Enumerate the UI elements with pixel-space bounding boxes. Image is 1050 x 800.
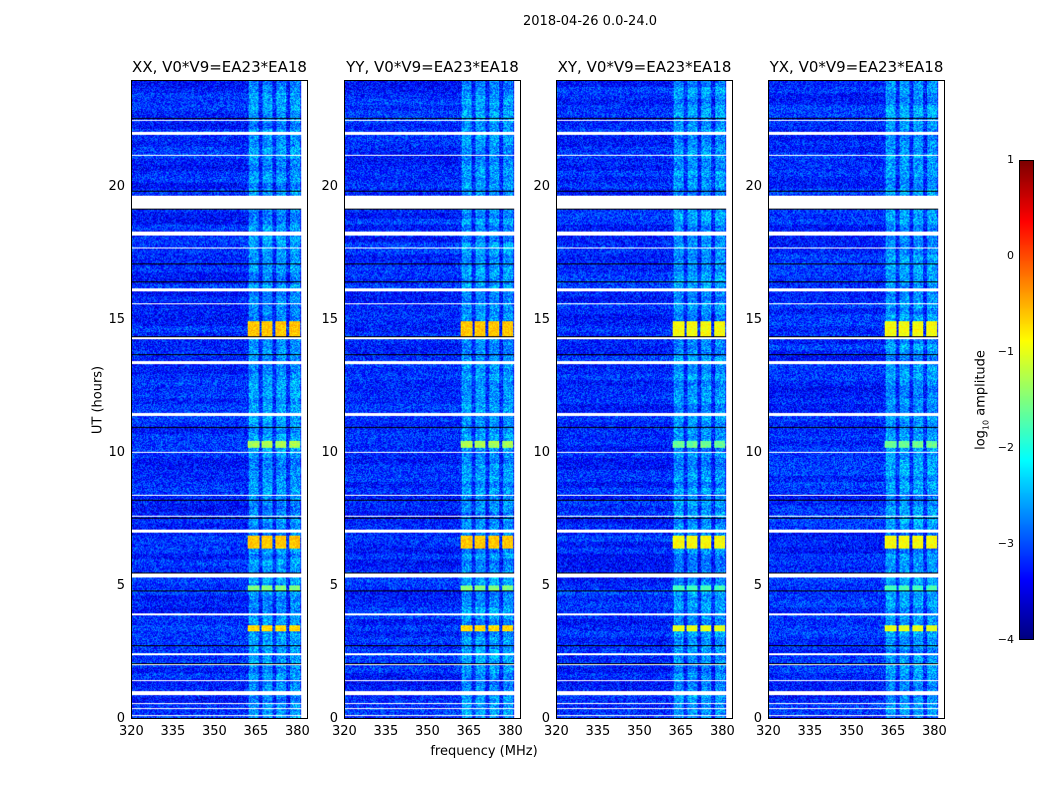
y-tick-label: 5 (116, 577, 125, 593)
panel-title: XX, V0*V9=EA23*EA18 (132, 58, 307, 76)
spectrogram-image (557, 81, 732, 718)
x-tick-label: 350 (201, 724, 227, 739)
colorbar-tick-label: −4 (997, 633, 1014, 646)
x-tick-label: 350 (626, 724, 652, 739)
x-tick-label: 365 (456, 724, 482, 739)
y-tick-label: 20 (108, 178, 125, 194)
colorbar-tick-label: −3 (997, 537, 1014, 550)
x-tick-label: 350 (838, 724, 864, 739)
x-tick-label: 335 (160, 724, 186, 739)
figure-title: 2018-04-26 0.0-24.0 (523, 14, 657, 29)
y-tick-label: 15 (745, 311, 762, 327)
y-tick-label: 5 (329, 577, 338, 593)
spectrogram-image (132, 81, 307, 718)
x-tick-label: 335 (585, 724, 611, 739)
spectrogram-panel (344, 80, 521, 719)
colorbar-label: log10 amplitude (973, 350, 991, 450)
y-tick-label: 0 (329, 711, 338, 726)
x-tick-label: 335 (797, 724, 823, 739)
x-tick-label: 320 (119, 724, 144, 739)
y-axis-label: UT (hours) (90, 365, 106, 435)
y-tick-label: 20 (745, 178, 762, 194)
y-tick-label: 5 (541, 577, 550, 593)
colorbar-tick-label: 1 (1007, 153, 1014, 166)
spectrogram-panel (131, 80, 308, 719)
y-tick-label: 15 (321, 311, 338, 327)
y-tick-label: 10 (533, 444, 550, 460)
y-tick-label: 0 (541, 711, 550, 726)
spectrogram-panel (556, 80, 733, 719)
colorbar-tick-label: −1 (997, 345, 1014, 358)
x-tick-label: 320 (756, 724, 781, 739)
x-tick-label: 350 (414, 724, 440, 739)
y-tick-label: 5 (753, 577, 762, 593)
x-tick-label: 380 (921, 724, 947, 739)
x-axis-label: frequency (MHz) (430, 744, 538, 759)
x-tick-label: 380 (284, 724, 310, 739)
colorbar (1019, 160, 1034, 640)
panel-title: YX, V0*V9=EA23*EA18 (769, 58, 944, 76)
colorbar-tick-label: −2 (997, 441, 1014, 454)
y-tick-label: 0 (116, 711, 125, 726)
y-tick-label: 0 (753, 711, 762, 726)
spectrogram-panel (768, 80, 945, 719)
y-tick-label: 10 (108, 444, 125, 460)
y-tick-label: 15 (533, 311, 550, 327)
x-tick-label: 380 (709, 724, 735, 739)
y-tick-label: 15 (108, 311, 125, 327)
y-tick-label: 10 (745, 444, 762, 460)
x-tick-label: 335 (373, 724, 399, 739)
y-tick-label: 20 (321, 178, 338, 194)
panel-title: YY, V0*V9=EA23*EA18 (346, 58, 519, 76)
panel-title: XY, V0*V9=EA23*EA18 (557, 58, 732, 76)
x-tick-label: 320 (544, 724, 569, 739)
x-tick-label: 365 (243, 724, 269, 739)
x-tick-label: 320 (332, 724, 357, 739)
x-tick-label: 365 (668, 724, 694, 739)
x-tick-label: 380 (497, 724, 523, 739)
y-tick-label: 10 (321, 444, 338, 460)
colorbar-tick-label: 0 (1007, 249, 1014, 262)
spectrogram-image (769, 81, 944, 718)
spectrogram-image (345, 81, 520, 718)
x-tick-label: 365 (880, 724, 906, 739)
y-tick-label: 20 (533, 178, 550, 194)
